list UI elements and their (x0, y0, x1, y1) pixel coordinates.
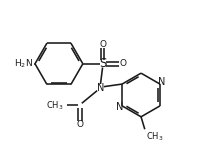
Text: O: O (99, 40, 106, 49)
Text: CH$_3$: CH$_3$ (46, 99, 63, 112)
Text: S: S (98, 57, 106, 70)
Text: O: O (119, 59, 126, 68)
Text: N: N (158, 77, 165, 87)
Text: O: O (76, 120, 83, 129)
Text: CH$_3$: CH$_3$ (145, 131, 163, 143)
Text: N: N (116, 102, 123, 112)
Text: N: N (96, 83, 104, 93)
Text: H$_2$N: H$_2$N (14, 58, 33, 70)
